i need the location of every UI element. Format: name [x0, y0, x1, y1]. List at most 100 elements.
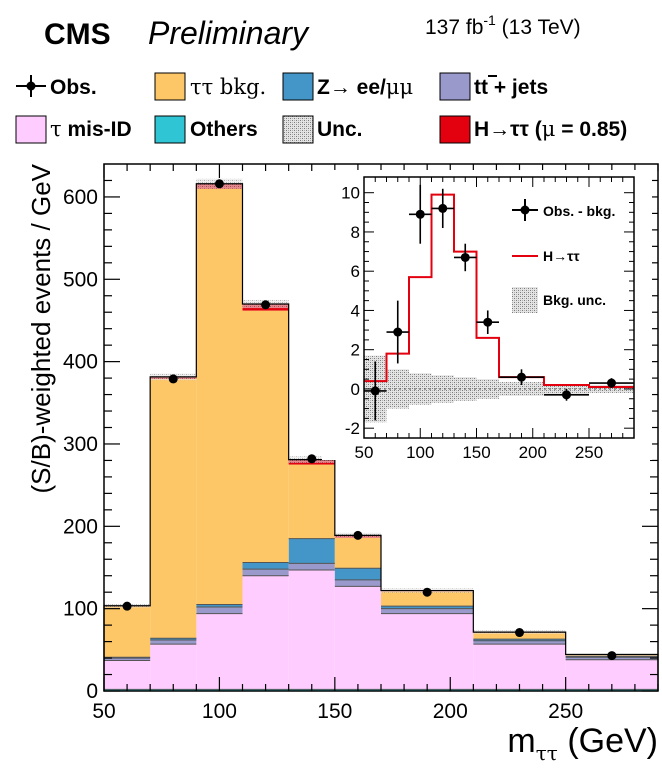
- obs-point: [515, 628, 524, 638]
- legend-ttbar-label: tt + jets: [474, 76, 548, 99]
- stack-bar-zll: [288, 538, 335, 564]
- obs-point: [607, 651, 617, 661]
- legend-zll: Z→ ee/μμ: [282, 72, 413, 101]
- legend-misid: τ mis-ID: [15, 115, 132, 144]
- stack-bar-ttbar: [104, 658, 151, 661]
- inset-obs-point: [370, 386, 380, 396]
- inset-unc-bin: [499, 382, 544, 396]
- legend-unc-label: Unc.: [317, 118, 363, 141]
- obs-point: [122, 601, 132, 611]
- experiment-label: CMS: [44, 18, 111, 51]
- y-tick-label: 100: [63, 598, 98, 621]
- inset-y-tick-label: -2: [345, 419, 360, 438]
- stack-bar-tautau: [288, 464, 335, 539]
- stack-bar-ttbar: [381, 608, 474, 614]
- inset-obs-point: [517, 372, 526, 382]
- legend-obs-marker: [26, 81, 36, 91]
- main-x-axis: 50 100 150 200 250: [92, 164, 659, 723]
- obs-point: [214, 179, 224, 189]
- inset-unc-bin: [386, 369, 409, 409]
- stack-bar-tautau: [242, 310, 289, 563]
- inset-x-tick-label: 200: [519, 443, 547, 462]
- obs-point: [261, 300, 271, 310]
- inset-obs-point: [562, 390, 571, 400]
- y-tick-label: 400: [63, 351, 98, 374]
- stack-bar-tautau: [104, 606, 151, 658]
- inset-obs-point: [460, 252, 470, 262]
- stack-bar-ttbar: [473, 640, 566, 645]
- inset-unc-bin: [431, 375, 454, 403]
- stack-bar-ttbar: [334, 579, 381, 587]
- inset-obs-point: [607, 378, 616, 388]
- inset-obs-point: [415, 209, 425, 219]
- inset-x-axis: 50 100 150 200 250: [355, 177, 635, 462]
- y-tick-label: 0: [86, 680, 98, 703]
- inset-legend-unc-swatch: [512, 287, 538, 313]
- legend-others-swatch: [154, 115, 186, 144]
- legend-higgs-label: H→ττ (μ = 0.85): [474, 117, 627, 141]
- stack-bar-ttbar: [150, 639, 197, 645]
- x-tick-label: 50: [92, 700, 115, 723]
- obs-point: [422, 587, 432, 597]
- stack-bar-misid: [196, 613, 243, 690]
- y-tick-label: 600: [63, 186, 98, 209]
- x-tick-label: 200: [433, 700, 468, 723]
- stack-bar-misid: [473, 644, 566, 690]
- inset-obs-point: [483, 317, 493, 327]
- legend-zll-swatch: [282, 72, 314, 101]
- y-tick-label: 300: [63, 433, 98, 456]
- inset-bkg-unc: [364, 355, 634, 423]
- legend-misid-swatch: [15, 115, 47, 144]
- legend-tautau-label: ττ bkg.: [190, 75, 266, 99]
- x-tick-label: 150: [317, 700, 352, 723]
- stack-bar-tautau: [196, 188, 243, 605]
- inset-legend: Obs. - bkg. H→ττ Bkg. unc.: [512, 199, 615, 313]
- y-tick-label: 200: [63, 515, 98, 538]
- inset-y-tick-label: 10: [341, 184, 360, 203]
- main-stack: [104, 183, 658, 691]
- inset-x-tick-label: 150: [462, 443, 490, 462]
- x-tick-label: 250: [548, 700, 583, 723]
- inset-y-tick-label: 0: [351, 380, 360, 399]
- lumi-label: 137 fb-1 (13 TeV): [425, 12, 581, 39]
- legend-ttbar: tt + jets: [439, 72, 548, 101]
- stack-bar-zll: [150, 638, 197, 640]
- stack-bar-tautau: [150, 378, 197, 639]
- inset-obs-point: [393, 327, 403, 337]
- main-x-label: mττ (GeV): [507, 722, 658, 765]
- inset-obs-minus-bkg: [364, 184, 634, 421]
- stack-bar-zll: [196, 604, 243, 608]
- legend-misid-label: τ mis-ID: [50, 117, 132, 141]
- y-tick-label: 500: [63, 268, 98, 291]
- inset-legend-obs-label: Obs. - bkg.: [543, 203, 615, 219]
- legend-others: Others: [154, 115, 258, 144]
- stack-bar-misid: [288, 569, 335, 690]
- stack-bar-misid: [334, 586, 381, 690]
- stack-bar-misid: [381, 613, 474, 690]
- inset-legend-obs-marker: [520, 205, 530, 215]
- inset-x-tick-label: 250: [575, 443, 603, 462]
- inset-unc-bin: [589, 385, 634, 393]
- legend-others-label: Others: [190, 118, 258, 141]
- obs-point: [168, 374, 178, 384]
- stack-bar-zll: [381, 606, 474, 609]
- stack-bar-ttbar: [242, 569, 289, 576]
- stack-bar-ttbar: [288, 563, 335, 570]
- legend-zll-label: Z→ ee/μμ: [317, 75, 413, 99]
- inset-y-tick-label: 4: [351, 301, 360, 320]
- legend: Obs. ττ bkg. Z→ ee/μμ tt + jets τ mis-ID…: [15, 72, 627, 144]
- main-observed: [122, 179, 617, 661]
- stack-bar-zll: [473, 639, 566, 641]
- stack-bar-ttbar: [196, 607, 243, 614]
- stack-bar-zll: [334, 568, 381, 580]
- inset-y-tick-label: 6: [351, 262, 360, 281]
- inset-plot: 50 100 150 200 250 -2 0 2 4 6 8 10 Obs. - bkg. H→τ…: [322, 170, 652, 462]
- stack-bar-misid: [150, 644, 197, 690]
- inset-legend-unc-label: Bkg. unc.: [543, 292, 606, 308]
- inset-unc-bin: [476, 379, 499, 399]
- legend-tautau-swatch: [154, 72, 186, 101]
- status-label: Preliminary: [148, 15, 310, 51]
- header: CMS Preliminary 137 fb-1 (13 TeV): [44, 12, 581, 51]
